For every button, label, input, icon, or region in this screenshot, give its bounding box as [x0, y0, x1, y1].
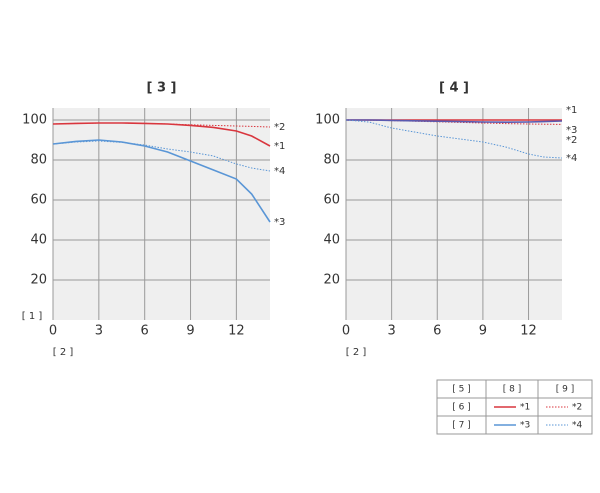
series-end-label: *4	[566, 153, 577, 164]
x-tick-label: 9	[479, 324, 487, 339]
x-tick-label: 0	[49, 324, 57, 339]
legend-table	[436, 379, 593, 435]
x-axis-label: [ 2 ]	[53, 347, 74, 358]
y-axis-label: [ 1 ]	[22, 311, 43, 322]
x-tick-label: 3	[95, 324, 103, 339]
legend-row-header: [ 7 ]	[452, 421, 470, 431]
legend-label: *4	[572, 421, 583, 431]
plot-area	[346, 108, 562, 320]
y-tick-label: 60	[30, 193, 47, 208]
x-tick-label: 3	[387, 324, 395, 339]
y-tick-label: 80	[30, 153, 47, 168]
legend-header: [ 8 ]	[503, 385, 521, 395]
x-axis-label: [ 2 ]	[346, 347, 367, 358]
x-tick-label: 12	[228, 324, 245, 339]
y-tick-label: 20	[30, 273, 47, 288]
series-end-label: *2	[274, 122, 285, 133]
x-tick-label: 9	[186, 324, 194, 339]
x-tick-label: 12	[520, 324, 537, 339]
y-tick-label: 60	[323, 193, 340, 208]
legend-label: *2	[572, 403, 582, 413]
x-tick-label: 6	[433, 324, 441, 339]
series-end-label: *4	[274, 166, 285, 177]
y-tick-label: 40	[323, 233, 340, 248]
legend-row-header: [ 6 ]	[452, 403, 470, 413]
y-tick-label: 100	[22, 113, 47, 128]
y-tick-label: 100	[315, 113, 340, 128]
y-tick-label: 20	[323, 273, 340, 288]
series-line	[52, 139, 271, 223]
series-line	[346, 119, 563, 124]
chart-title: [ 3 ]	[147, 81, 177, 96]
legend-header: [ 5 ]	[452, 385, 470, 395]
series-end-label: *2	[566, 135, 577, 146]
series-end-label: *1	[274, 141, 285, 152]
plot-area	[53, 108, 270, 320]
series-line	[52, 122, 271, 128]
y-tick-label: 80	[323, 153, 340, 168]
series-end-label: *3	[274, 217, 285, 228]
chart-title: [ 4 ]	[439, 81, 469, 96]
series-end-label: *3	[566, 125, 577, 136]
legend-header: [ 9 ]	[556, 385, 574, 395]
y-tick-label: 40	[30, 233, 47, 248]
series-line	[52, 140, 271, 172]
x-tick-label: 6	[141, 324, 149, 339]
legend-label: *3	[520, 421, 530, 431]
legend-label: *1	[520, 403, 530, 413]
series-end-label: *1	[566, 105, 577, 116]
x-tick-label: 0	[342, 324, 350, 339]
